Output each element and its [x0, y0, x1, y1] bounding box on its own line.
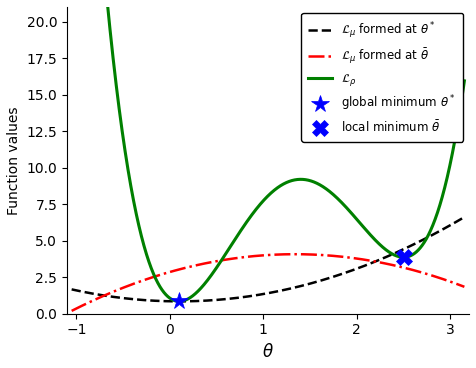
$\mathcal{L}_\rho$: [378, 244, 384, 248]
Line: $\mathcal{L}_\mu$ formed at $\bar{\theta}$: $\mathcal{L}_\mu$ formed at $\bar{\theta…: [72, 254, 465, 311]
$\mathcal{L}_\mu$ formed at $\bar{\theta}$: [260, 253, 266, 258]
$\mathcal{L}_\mu$ formed at $\theta^*$: [462, 215, 467, 219]
$\mathcal{L}_\rho$: [450, 148, 456, 152]
$\mathcal{L}_\mu$ formed at $\bar{\theta}$: [89, 299, 95, 303]
$\mathcal{L}_\rho$: [462, 79, 467, 83]
$\mathcal{L}_\rho$: [176, 299, 182, 304]
$\mathcal{L}_\mu$ formed at $\theta^*$: [450, 222, 456, 226]
$\mathcal{L}_\mu$ formed at $\bar{\theta}$: [249, 254, 255, 258]
$\mathcal{L}_\mu$ formed at $\bar{\theta}$: [450, 280, 456, 285]
Line: $\mathcal{L}_\rho$: $\mathcal{L}_\rho$: [72, 0, 465, 301]
$\mathcal{L}_\rho$: [260, 199, 266, 204]
$\mathcal{L}_\rho$: [450, 147, 456, 151]
$\mathcal{L}_\mu$ formed at $\bar{\theta}$: [462, 284, 467, 289]
X-axis label: $\theta$: $\theta$: [262, 343, 274, 361]
$\mathcal{L}_\mu$ formed at $\bar{\theta}$: [292, 252, 298, 256]
$\mathcal{L}_\mu$ formed at $\theta^*$: [249, 294, 255, 298]
$\mathcal{L}_\mu$ formed at $\theta^*$: [378, 257, 384, 261]
Legend: $\mathcal{L}_\mu$ formed at $\theta^*$, $\mathcal{L}_\mu$ formed at $\bar{\theta: $\mathcal{L}_\mu$ formed at $\theta^*$, …: [301, 13, 463, 142]
$\mathcal{L}_\rho$: [249, 212, 255, 216]
$\mathcal{L}_\mu$ formed at $\theta^*$: [69, 287, 75, 291]
$\mathcal{L}_\mu$ formed at $\theta^*$: [176, 299, 182, 304]
$\mathcal{L}_\mu$ formed at $\theta^*$: [260, 292, 266, 296]
$\mathcal{L}_\mu$ formed at $\bar{\theta}$: [69, 309, 75, 313]
$\mathcal{L}_\mu$ formed at $\theta^*$: [450, 222, 456, 226]
$\mathcal{L}_\mu$ formed at $\bar{\theta}$: [378, 261, 384, 265]
Y-axis label: Function values: Function values: [7, 106, 21, 215]
Line: $\mathcal{L}_\mu$ formed at $\theta^*$: $\mathcal{L}_\mu$ formed at $\theta^*$: [72, 217, 465, 301]
$\mathcal{L}_\mu$ formed at $\theta^*$: [89, 291, 95, 296]
$\mathcal{L}_\mu$ formed at $\bar{\theta}$: [450, 280, 456, 285]
